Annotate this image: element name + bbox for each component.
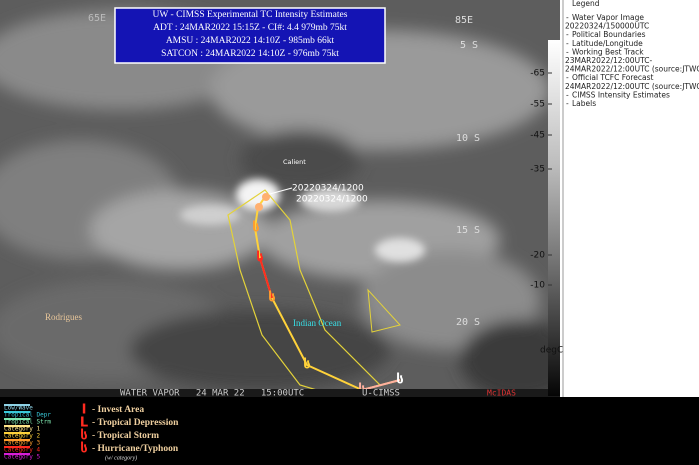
legend-item: 23MAR2022/12:00UTC- <box>565 56 652 65</box>
legend-bullet: - <box>566 39 569 48</box>
legend-bullet: - <box>566 47 569 56</box>
category-label: Category 4 <box>4 447 41 454</box>
symbol-glyph: L <box>80 416 88 431</box>
legend-item: Working Best Track <box>572 47 644 56</box>
category-label: Low/Wave <box>4 405 33 412</box>
key-panel <box>0 397 699 465</box>
legend-item: CIMSS Intensity Estimates <box>572 90 670 99</box>
lat-label: 5 S <box>460 40 478 51</box>
legend-item: 24MAR2022/12:00UTC (source:JTWC) <box>565 65 699 74</box>
header-line: SATCON : 24MAR2022 14:10Z - 976mb 75kt <box>161 49 339 59</box>
colorbar-tick-label: -65 <box>530 69 545 79</box>
legend-panel <box>563 0 699 397</box>
legend-bullet: - <box>566 90 569 99</box>
category-label: Category 2 <box>4 433 41 440</box>
legend-item: Official TCFC Forecast <box>572 73 654 82</box>
time-label: 20220324/1200 <box>296 195 368 205</box>
storm-name: Calient <box>283 158 306 166</box>
colorbar-unit: degC <box>540 346 563 356</box>
legend-item: Political Boundaries <box>572 30 646 39</box>
forecast-cone-fragment <box>367 288 401 333</box>
lat-label: 10 S <box>456 133 480 144</box>
storm-symbol: ს <box>268 291 275 306</box>
place-label: Rodrigues <box>45 312 82 322</box>
lat-label: 15 S <box>456 225 480 236</box>
storm-symbol: ს <box>256 251 263 266</box>
category-label: Category 5 <box>4 454 41 461</box>
storm-symbol: ს <box>303 358 310 373</box>
storm-symbol: ს <box>252 221 259 236</box>
symbol-glyph: I <box>82 403 87 418</box>
legend-bullet: - <box>566 99 569 108</box>
category-label: Tropical Depr <box>4 412 51 419</box>
legend-title: Legend <box>572 0 600 8</box>
label-leader <box>265 187 293 196</box>
mcidas-label: McIDAS <box>487 389 516 398</box>
header-line: ADT : 24MAR2022 15:15Z - CI#: 4.4 979mb … <box>153 23 347 33</box>
symbol-label: - Tropical Storm <box>92 431 159 441</box>
image-footer: WATER VAPOR 24 MAR 22 15:00UTC <box>120 389 304 399</box>
colorbar-tick-label: -20 <box>530 251 545 261</box>
lon-label: 85E <box>455 15 473 26</box>
legend-item: 24MAR2022/12:00UTC (source:JTWC) <box>565 82 699 91</box>
track-segment <box>259 257 273 299</box>
symbol-note: (w/ category) <box>105 454 137 461</box>
header-box <box>114 7 386 64</box>
track-segment <box>361 379 401 391</box>
colorbar-tick-label: -55 <box>530 100 545 110</box>
legend-item: 20220324/150000UTC <box>565 22 649 31</box>
ocean-label: Indian Ocean <box>293 318 342 328</box>
header-line: AMSU : 24MAR2022 14:10Z - 985mb 66kt <box>166 36 335 46</box>
symbol-label: - Tropical Depression <box>92 418 179 428</box>
symbol-glyph: ს <box>80 442 87 457</box>
storm-symbol: ს <box>396 373 403 388</box>
symbol-label: - Hurricane/Typhoon <box>92 444 179 454</box>
legend-bullet: - <box>566 73 569 82</box>
header-title: UW - CIMSS Experimental TC Intensity Est… <box>153 10 348 20</box>
colorbar-tick-label: -35 <box>530 165 545 175</box>
category-label: Category 1 <box>4 426 41 433</box>
category-label: Category 3 <box>4 440 41 447</box>
legend-bullet: - <box>566 30 569 39</box>
legend-item: Latitude/Longitude <box>572 39 643 48</box>
symbol-glyph: ს <box>80 429 87 444</box>
colorbar-tick-label: -10 <box>530 281 545 291</box>
legend-item: Labels <box>572 99 596 108</box>
symbol-label: - Invest Area <box>92 405 144 415</box>
colorbar-tick-label: -45 <box>530 131 545 141</box>
colorbar <box>548 40 560 396</box>
time-label: 20220324/1200 <box>292 184 364 194</box>
track-point <box>262 193 270 201</box>
track-point <box>255 203 263 211</box>
legend-item: Water Vapor Image <box>572 13 644 22</box>
lon-label: 65E <box>88 13 106 24</box>
lat-label: 20 S <box>456 317 480 328</box>
image-footer-right: U-CIMSS <box>362 389 400 399</box>
category-label: Tropical Strm <box>4 419 51 426</box>
legend-bullet: - <box>566 13 569 22</box>
